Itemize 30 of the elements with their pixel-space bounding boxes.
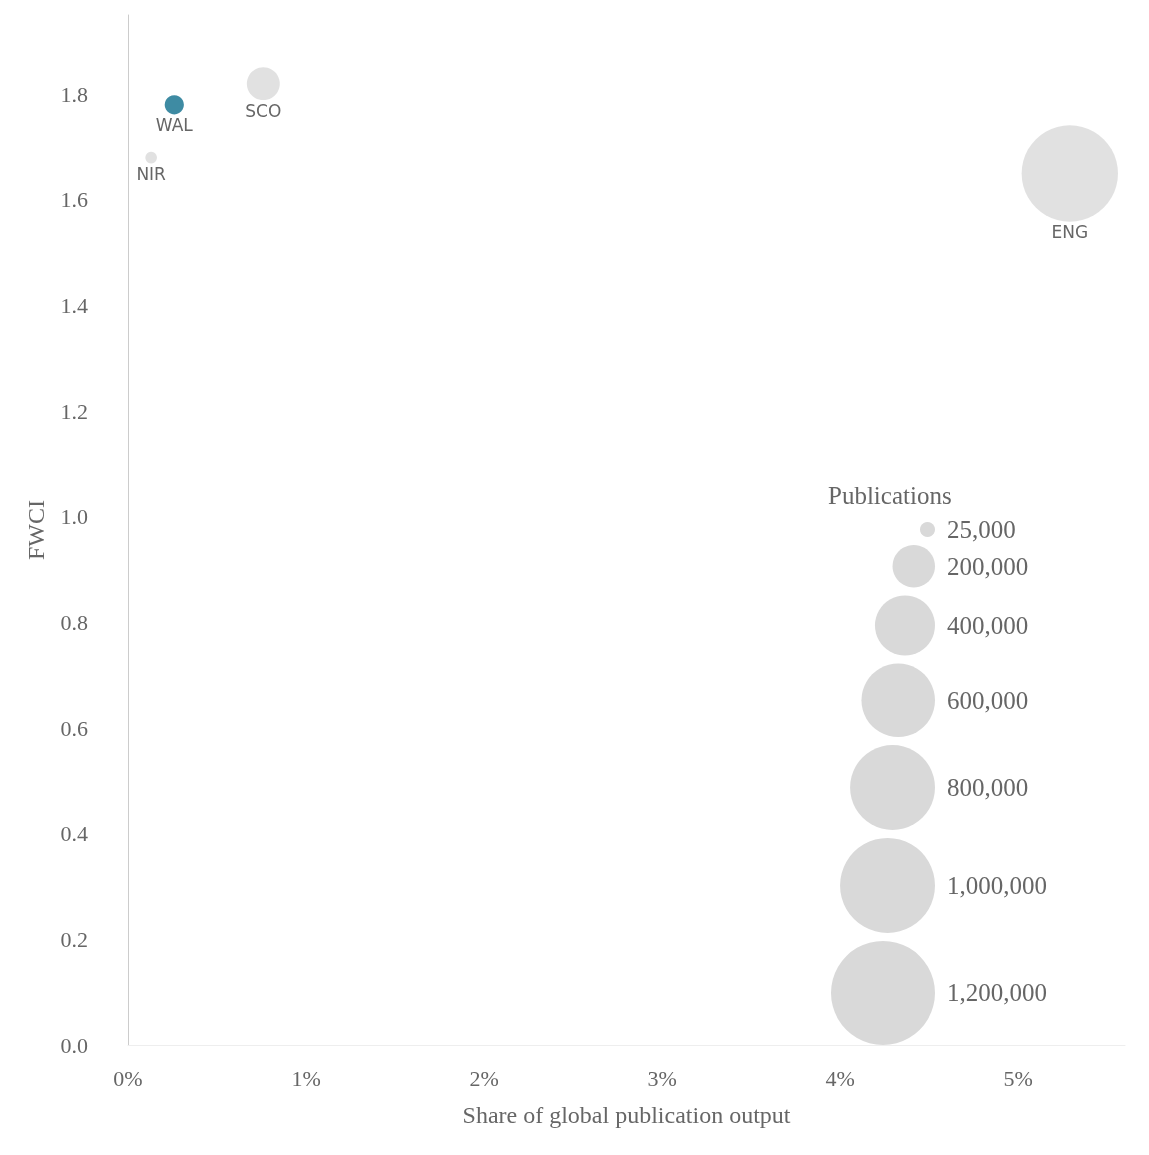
annotation: SCO <box>245 100 282 121</box>
y-tick-label: 1.8 <box>60 81 88 107</box>
y-tick-label: 0.8 <box>60 609 88 635</box>
y-tick-label: 0.0 <box>60 1032 88 1058</box>
annotation: ENG <box>1051 222 1089 243</box>
y-tick-label: 1.6 <box>60 187 88 213</box>
y-tick-label: 0.6 <box>60 715 88 741</box>
x-tick-label: 0% <box>113 1065 143 1091</box>
legend-title: Publications <box>828 481 952 509</box>
y-tick-label: 1.0 <box>60 504 88 530</box>
legend-label: 200,000 <box>947 552 1029 580</box>
legend-label: 1,200,000 <box>947 979 1047 1007</box>
x-axis-title: Share of global publication output <box>462 1102 791 1128</box>
legend-label: 800,000 <box>947 774 1029 802</box>
y-tick-label: 1.4 <box>60 293 88 319</box>
annotation: WAL <box>155 114 194 135</box>
legend-label: 400,000 <box>947 611 1029 639</box>
x-tick-label: 5% <box>1003 1065 1033 1091</box>
annotation: NIR <box>136 163 167 184</box>
x-tick-label: 4% <box>825 1065 855 1091</box>
y-tick-label: 0.4 <box>60 821 88 847</box>
y-axis-title: FWCI <box>23 499 49 560</box>
legend-label: 1,000,000 <box>947 871 1047 899</box>
x-tick-label: 1% <box>291 1065 321 1091</box>
x-tick-label: 3% <box>647 1065 677 1091</box>
x-tick-label: 2% <box>469 1065 499 1091</box>
y-tick-label: 0.2 <box>60 926 88 952</box>
y-tick-label: 1.2 <box>60 398 88 424</box>
legend-label: 25,000 <box>947 516 1016 544</box>
legend-label: 600,000 <box>947 686 1029 714</box>
